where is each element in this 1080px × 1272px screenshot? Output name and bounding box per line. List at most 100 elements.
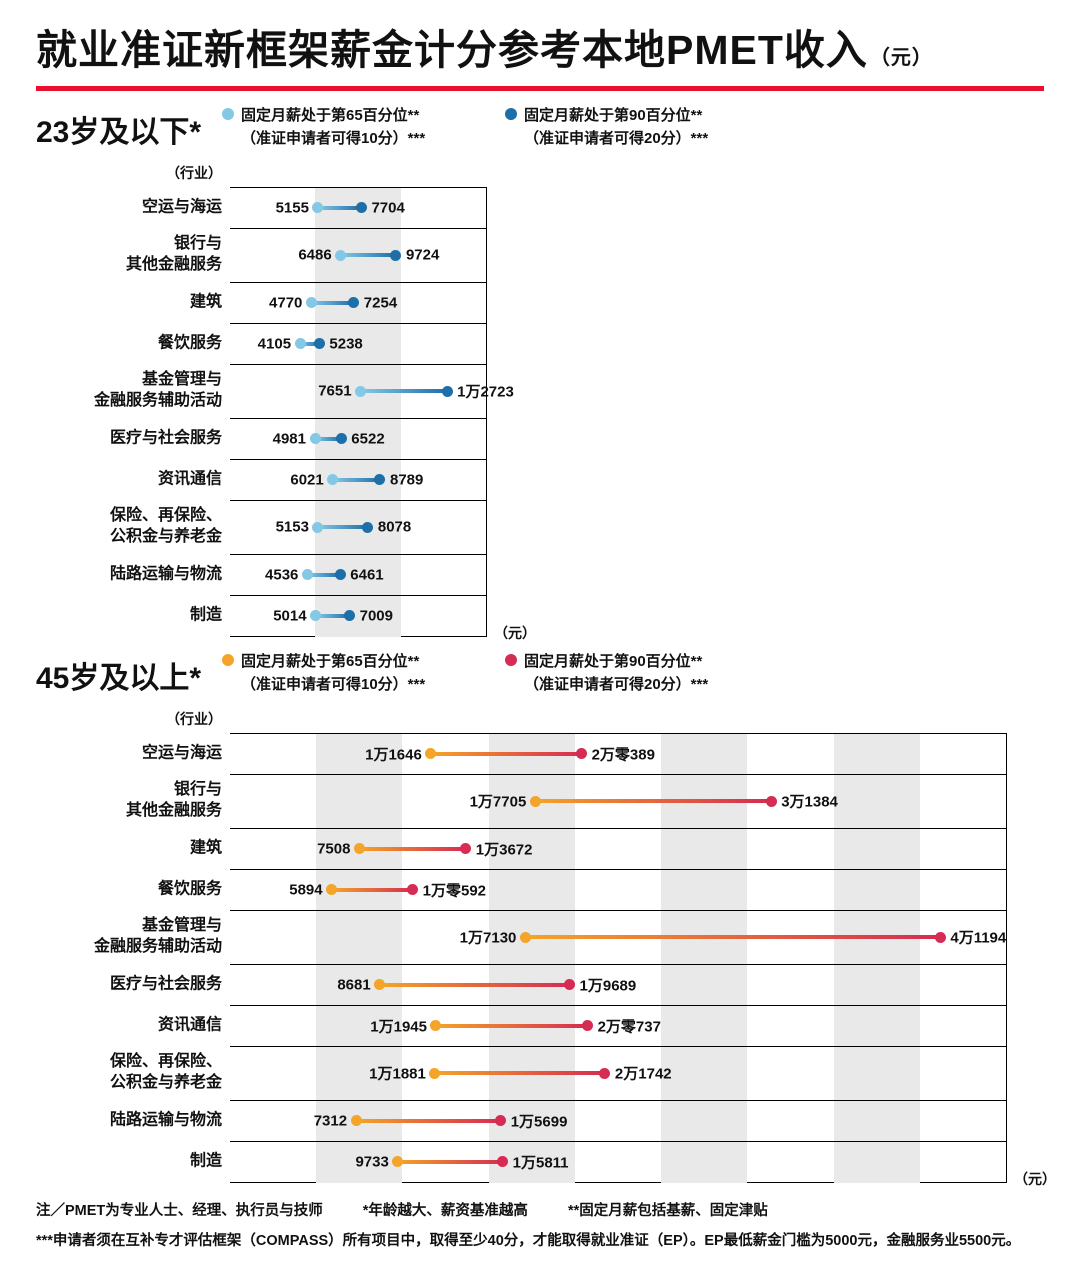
dumbbell-connector — [435, 1023, 588, 1028]
p65-value-label: 4536 — [265, 566, 299, 583]
p65-value-label: 8681 — [337, 976, 371, 993]
p90-legend-dot-icon — [505, 108, 517, 120]
chart-row: 基金管理与 金融服务辅助活动 7651 1万2723 — [36, 364, 1044, 418]
header: 就业准证新框架薪金计分参考本地PMET收入 （元） — [36, 16, 1044, 91]
chart-row: 资讯通信 1万1945 2万零737 — [36, 1005, 1044, 1046]
row-separator — [230, 228, 487, 229]
p90-dot-icon — [765, 795, 777, 807]
p65-dot-icon — [519, 931, 531, 943]
axis-bottom-line — [230, 1182, 1007, 1183]
dumbbell-connector — [340, 253, 396, 257]
dumbbell-connector — [379, 982, 570, 987]
p90-dot-icon — [441, 385, 453, 397]
chart-row: 制造 9733 1万5811 — [36, 1141, 1044, 1182]
chart-row: 空运与海运 1万1646 2万零389 — [36, 733, 1044, 774]
p90-value-label: 2万零389 — [591, 746, 655, 763]
dumbbell-connector — [300, 341, 320, 346]
dumbbell-connector — [430, 751, 582, 756]
p65-dot-icon — [429, 1067, 441, 1079]
p65-dot-icon — [350, 1115, 362, 1126]
p90-dot-icon — [460, 843, 472, 854]
footnotes: 注／PMET为专业人士、经理、执行员与技师 *年龄越大、薪资基准越高 **固定月薪包… — [36, 1199, 1044, 1250]
p90-dot-icon — [599, 1067, 611, 1079]
section-title: 45岁及以上* — [36, 662, 202, 695]
background-stripe — [488, 733, 575, 1183]
category-label: 制造 — [189, 1152, 222, 1170]
p65-value-label: 5153 — [275, 518, 309, 536]
p90-dot-icon — [407, 884, 419, 895]
category-label: 空运与海运 — [141, 744, 222, 762]
p90-dot-icon — [344, 610, 356, 621]
chart-row: 银行与 其他金融服务 6486 9724 — [36, 228, 1044, 282]
p90-dot-icon — [390, 249, 402, 261]
background-stripe — [315, 187, 401, 637]
category-label: 基金管理与 金融服务辅助活动 — [93, 371, 222, 409]
row-separator — [230, 418, 487, 419]
category-label: 医疗与社会服务 — [109, 975, 222, 993]
p65-value-label: 4981 — [272, 430, 306, 447]
p90-value-label: 6522 — [351, 430, 385, 447]
p65-value-label: 5014 — [273, 607, 307, 624]
axis-unit-label: （元） — [1014, 1171, 1056, 1187]
p65-value-label: 4770 — [269, 294, 303, 311]
row-separator — [230, 1005, 1007, 1006]
chart-row: 建筑 7508 1万3672 — [36, 828, 1044, 869]
industry-column-header: （行业） — [166, 165, 222, 181]
legend-label: 固定月薪处于第90百分位** — [524, 107, 703, 124]
category-label: 基金管理与 金融服务辅助活动 — [93, 917, 222, 955]
section-header: 23岁及以下* 固定月薪处于第65百分位** （准证申请者可得10分）*** 固定月薪… — [36, 105, 1044, 161]
category-label: 制造 — [189, 606, 222, 624]
p65-value-label: 1万1646 — [365, 746, 422, 763]
row-separator — [230, 187, 487, 188]
dumbbell-connector — [525, 935, 941, 939]
plot-right-border — [1006, 733, 1007, 1183]
p90-value-label: 1万5811 — [512, 1154, 569, 1171]
page-title: 就业准证新框架薪金计分参考本地PMET收入 （元） — [36, 16, 1044, 76]
legend-label: 固定月薪处于第65百分位** — [241, 107, 420, 124]
dumbbell-connector — [535, 799, 772, 803]
category-label: 陆路运输与物流 — [109, 565, 222, 583]
section-header: 45岁及以上* 固定月薪处于第65百分位** （准证申请者可得10分）*** 固定月薪… — [36, 651, 1044, 707]
p90-value-label: 7704 — [371, 199, 405, 216]
legend-item-p65: 固定月薪处于第65百分位** （准证申请者可得10分）*** — [222, 105, 425, 150]
legend-main-line: 固定月薪处于第65百分位** — [222, 105, 425, 128]
title-underline — [36, 86, 1044, 91]
category-label: 餐饮服务 — [157, 334, 222, 352]
dumbbell-connector — [307, 572, 341, 577]
category-label: 餐饮服务 — [157, 880, 222, 898]
chart-section-over-45: 45岁及以上* 固定月薪处于第65百分位** （准证申请者可得10分）*** 固定月薪… — [36, 651, 1056, 1187]
p65-dot-icon — [326, 884, 338, 895]
p90-value-label: 8789 — [389, 471, 424, 488]
p65-value-label: 1万7705 — [469, 793, 527, 811]
row-separator — [230, 828, 1007, 829]
category-label: 资讯通信 — [157, 1016, 222, 1034]
p90-value-label: 6461 — [350, 566, 384, 583]
row-separator — [230, 554, 487, 555]
category-label: 建筑 — [189, 293, 222, 311]
p65-value-label: 5155 — [275, 199, 309, 216]
p65-dot-icon — [301, 569, 313, 580]
category-label: 空运与海运 — [141, 198, 222, 216]
p90-value-label: 1万2723 — [457, 383, 514, 401]
p65-value-label: 7508 — [317, 840, 351, 857]
dumbbell-connector — [360, 389, 448, 393]
rows-container: 空运与海运 1万1646 2万零389 银行与 其他金融服务 1万7705 3万1384 建筑… — [36, 733, 1044, 1183]
p90-value-label: 1万9689 — [579, 977, 637, 994]
p90-value-label: 7009 — [359, 607, 393, 624]
p65-value-label: 4105 — [257, 335, 292, 352]
legend-sublabel: （准证申请者可得20分）*** — [524, 675, 709, 693]
section-title: 23岁及以下* — [36, 116, 202, 149]
plot-area: （行业） 空运与海运 5155 7704 银行与 其他金融服务 6486 9724 建筑 4770… — [36, 163, 1044, 641]
legend-sublabel: （准证申请者可得10分）*** — [241, 675, 426, 693]
p65-value-label: 6021 — [290, 471, 324, 488]
p90-value-label: 9724 — [405, 246, 440, 264]
p65-value-label: 1万1945 — [370, 1018, 427, 1035]
p90-value-label: 2万1742 — [614, 1065, 672, 1083]
p65-dot-icon — [425, 748, 437, 759]
row-separator — [230, 733, 1007, 734]
chart-row: 医疗与社会服务 8681 1万9689 — [36, 964, 1044, 1005]
p65-dot-icon — [355, 385, 367, 397]
p90-dot-icon — [497, 1156, 509, 1167]
row-separator — [230, 595, 487, 596]
